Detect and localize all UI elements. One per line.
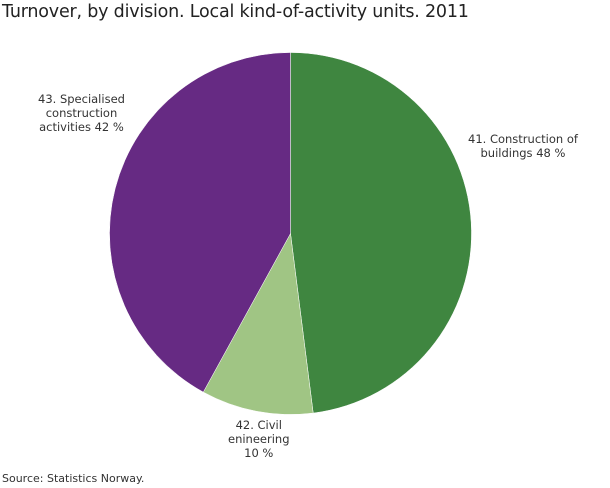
label-line: construction [45,106,118,120]
chart-title: Turnover, by division. Local kind-of-act… [2,2,469,22]
label-specialised-construction: 43. Specialised construction activities … [38,92,125,134]
source-note: Source: Statistics Norway. [2,472,145,485]
label-line: buildings 48 % [480,146,566,160]
label-line: enineering [228,432,290,446]
label-line: 42. Civil [235,418,282,432]
label-line: 43. Specialised [38,92,125,106]
pie-slice-43 [109,52,291,393]
label-construction-of-buildings: 41. Construction of buildings 48 % [468,132,578,160]
label-line: 10 % [244,446,274,460]
pie-slice-42 [202,232,314,415]
label-line: activities 42 % [39,120,124,134]
label-civil-engineering: 42. Civil enineering 10 % [228,418,290,460]
label-line: 41. Construction of [468,132,578,146]
pie-slice-41 [290,52,472,414]
pie-slices [109,52,472,415]
